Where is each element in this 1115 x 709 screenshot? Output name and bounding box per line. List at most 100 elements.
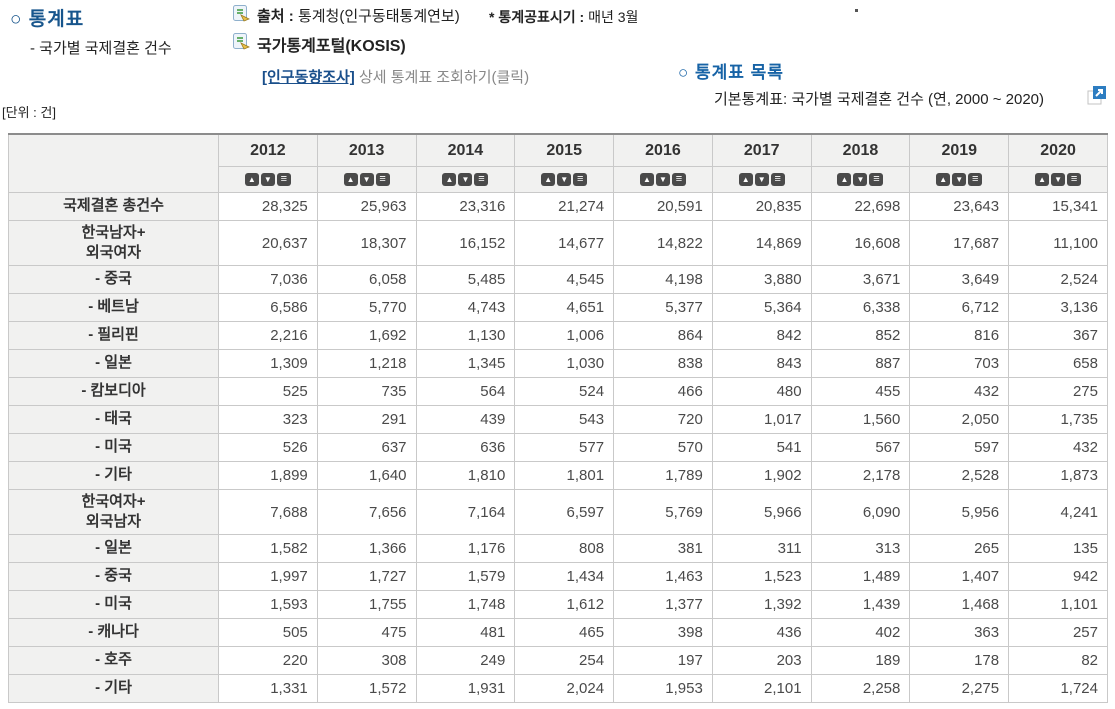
value-cell: 5,770 xyxy=(316,293,417,322)
value-cell: 363 xyxy=(909,618,1010,647)
sort-button-group: ▲ ▼ ≡ xyxy=(515,173,613,186)
value-cell: 275 xyxy=(1008,377,1108,406)
value-cell: 178 xyxy=(909,646,1010,675)
value-cell: 5,966 xyxy=(711,489,812,535)
value-cell: 18,307 xyxy=(316,220,417,266)
sort-desc-button[interactable]: ▼ xyxy=(359,173,374,186)
sort-cell: ▲ ▼ ≡ xyxy=(415,166,516,193)
value-cell: 22,698 xyxy=(810,192,911,221)
value-cell: 1,582 xyxy=(218,534,318,563)
value-cell: 1,176 xyxy=(415,534,516,563)
sort-cell: ▲ ▼ ≡ xyxy=(711,166,812,193)
row-label: - 베트남 xyxy=(8,293,219,322)
publish-value: 매년 3월 xyxy=(588,9,639,25)
sort-cell: ▲ ▼ ≡ xyxy=(514,166,615,193)
value-cell: 1,593 xyxy=(218,590,318,619)
table-body: 국제결혼 총건수 28,325 25,963 23,316 21,274 20,591 20… xyxy=(8,192,1108,703)
value-cell: 323 xyxy=(218,405,318,434)
value-cell: 524 xyxy=(514,377,615,406)
sort-desc-button[interactable]: ▼ xyxy=(952,173,967,186)
sort-menu-button[interactable]: ≡ xyxy=(474,173,489,186)
sort-desc-button[interactable]: ▼ xyxy=(260,173,275,186)
row-label: - 중국 xyxy=(8,265,219,294)
sort-desc-button[interactable]: ▼ xyxy=(655,173,670,186)
value-cell: 1,997 xyxy=(218,562,318,591)
value-cell: 1,218 xyxy=(316,349,417,378)
value-cell: 16,608 xyxy=(810,220,911,266)
year-header: 2015 xyxy=(514,133,615,167)
value-cell: 1,463 xyxy=(613,562,713,591)
value-cell: 637 xyxy=(316,433,417,462)
value-cell: 570 xyxy=(613,433,713,462)
value-cell: 308 xyxy=(316,646,417,675)
value-cell: 1,953 xyxy=(613,674,713,703)
value-cell: 942 xyxy=(1008,562,1108,591)
value-cell: 249 xyxy=(415,646,516,675)
sort-cell: ▲ ▼ ≡ xyxy=(810,166,911,193)
sort-menu-button[interactable]: ≡ xyxy=(671,173,686,186)
value-cell: 381 xyxy=(613,534,713,563)
sort-menu-button[interactable]: ≡ xyxy=(770,173,785,186)
sort-asc-button[interactable]: ▲ xyxy=(1035,173,1050,186)
value-cell: 6,338 xyxy=(810,293,911,322)
sort-asc-button[interactable]: ▲ xyxy=(639,173,654,186)
value-cell: 816 xyxy=(909,321,1010,350)
value-cell: 481 xyxy=(415,618,516,647)
value-cell: 254 xyxy=(514,646,615,675)
sort-menu-button[interactable]: ≡ xyxy=(869,173,884,186)
year-row: 2012 2013 2014 2015 2016 2017 2018 2019 2020 xyxy=(8,133,1108,193)
value-cell: 505 xyxy=(218,618,318,647)
sort-menu-button[interactable]: ≡ xyxy=(1067,173,1082,186)
row-label: 국제결혼 총건수 xyxy=(8,192,219,221)
sort-menu-button[interactable]: ≡ xyxy=(573,173,588,186)
sort-asc-button[interactable]: ▲ xyxy=(442,173,457,186)
value-cell: 703 xyxy=(909,349,1010,378)
value-cell: 3,136 xyxy=(1008,293,1108,322)
sort-desc-button[interactable]: ▼ xyxy=(458,173,473,186)
value-cell: 189 xyxy=(810,646,911,675)
value-cell: 14,869 xyxy=(711,220,812,266)
year-header: 2013 xyxy=(316,133,417,167)
row-label: - 일본 xyxy=(8,534,219,563)
row-label: - 미국 xyxy=(8,433,219,462)
sort-menu-button[interactable]: ≡ xyxy=(276,173,291,186)
sort-button-group: ▲ ▼ ≡ xyxy=(812,173,910,186)
value-cell: 135 xyxy=(1008,534,1108,563)
value-cell: 20,835 xyxy=(711,192,812,221)
sort-desc-button[interactable]: ▼ xyxy=(754,173,769,186)
sort-desc-button[interactable]: ▼ xyxy=(853,173,868,186)
value-cell: 2,216 xyxy=(218,321,318,350)
table-row: - 베트남 6,586 5,770 4,743 4,651 5,377 5,364 6,338… xyxy=(8,293,1108,322)
table-row: 한국여자+ 외국남자 7,688 7,656 7,164 6,597 5,769 5,966… xyxy=(8,489,1108,535)
table-row: 국제결혼 총건수 28,325 25,963 23,316 21,274 20,591 20… xyxy=(8,192,1108,221)
value-cell: 23,316 xyxy=(415,192,516,221)
value-cell: 17,687 xyxy=(909,220,1010,266)
external-link-icon[interactable] xyxy=(1086,84,1108,111)
sort-menu-button[interactable]: ≡ xyxy=(968,173,983,186)
sort-asc-button[interactable]: ▲ xyxy=(343,173,358,186)
unit-label: [단위 : 건] xyxy=(2,105,56,120)
value-cell: 1,439 xyxy=(810,590,911,619)
row-label: - 중국 xyxy=(8,562,219,591)
value-cell: 3,649 xyxy=(909,265,1010,294)
value-cell: 6,597 xyxy=(514,489,615,535)
sort-asc-button[interactable]: ▲ xyxy=(936,173,951,186)
table-list-item: 기본통계표: 국가별 국제결혼 건수 (연, 2000 ~ 2020) xyxy=(714,91,1044,108)
sort-desc-button[interactable]: ▼ xyxy=(557,173,572,186)
sort-asc-button[interactable]: ▲ xyxy=(244,173,259,186)
value-cell: 1,366 xyxy=(316,534,417,563)
value-cell: 28,325 xyxy=(218,192,318,221)
sort-asc-button[interactable]: ▲ xyxy=(837,173,852,186)
value-cell: 1,017 xyxy=(711,405,812,434)
survey-link[interactable]: [인구동향조사] xyxy=(262,69,355,86)
value-cell: 2,528 xyxy=(909,461,1010,490)
value-cell: 2,275 xyxy=(909,674,1010,703)
sort-asc-button[interactable]: ▲ xyxy=(738,173,753,186)
value-cell: 439 xyxy=(415,405,516,434)
year-header: 2014 xyxy=(415,133,516,167)
value-cell: 864 xyxy=(613,321,713,350)
sort-asc-button[interactable]: ▲ xyxy=(541,173,556,186)
sort-desc-button[interactable]: ▼ xyxy=(1051,173,1066,186)
sort-menu-button[interactable]: ≡ xyxy=(375,173,390,186)
table-row: - 기타 1,899 1,640 1,810 1,801 1,789 1,902 2,178 2… xyxy=(8,461,1108,490)
